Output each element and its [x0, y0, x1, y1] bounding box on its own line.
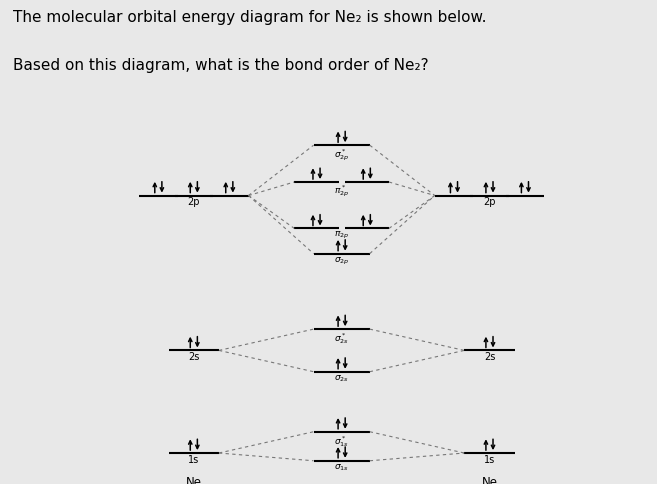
Text: 1s: 1s — [188, 455, 200, 465]
Text: $\mathit{\pi}_{2p}$: $\mathit{\pi}_{2p}$ — [334, 230, 350, 242]
Text: 2s: 2s — [188, 352, 200, 363]
Text: 2p: 2p — [483, 197, 496, 208]
Text: $\mathit{\sigma}_{1s}$: $\mathit{\sigma}_{1s}$ — [334, 463, 349, 473]
Text: 1s: 1s — [484, 455, 495, 465]
Text: $\mathit{\sigma}^*_{1s}$: $\mathit{\sigma}^*_{1s}$ — [334, 434, 349, 449]
Text: $\mathit{\sigma}_{2s}$: $\mathit{\sigma}_{2s}$ — [334, 374, 349, 384]
Text: Based on this diagram, what is the bond order of Ne₂?: Based on this diagram, what is the bond … — [13, 58, 429, 73]
Text: $\mathit{\pi}^*_{2p}$: $\mathit{\pi}^*_{2p}$ — [334, 184, 350, 199]
Text: $\mathit{\sigma}^*_{2p}$: $\mathit{\sigma}^*_{2p}$ — [334, 147, 350, 163]
Text: Ne: Ne — [186, 476, 202, 484]
Text: $\mathit{\sigma}_{2p}$: $\mathit{\sigma}_{2p}$ — [334, 256, 350, 267]
Text: Ne: Ne — [482, 476, 497, 484]
Text: 2p: 2p — [187, 197, 200, 208]
Text: The molecular orbital energy diagram for Ne₂ is shown below.: The molecular orbital energy diagram for… — [13, 10, 487, 25]
Text: 2s: 2s — [484, 352, 495, 363]
Text: $\mathit{\sigma}^*_{2s}$: $\mathit{\sigma}^*_{2s}$ — [334, 331, 349, 346]
